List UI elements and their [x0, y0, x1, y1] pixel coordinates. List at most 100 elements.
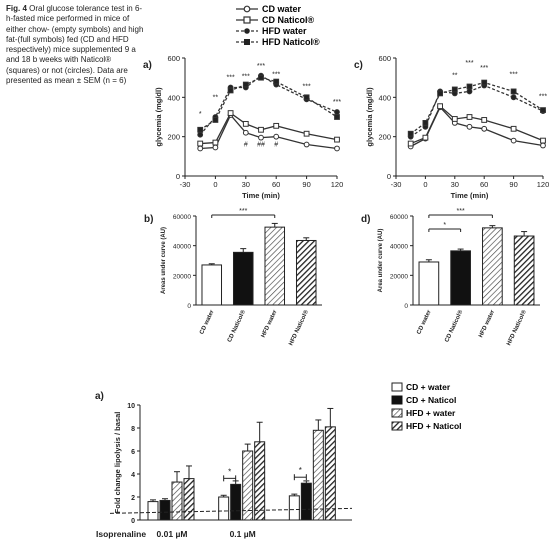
data-point	[481, 125, 488, 132]
data-point	[212, 117, 219, 123]
data-point	[334, 136, 340, 143]
data-point	[540, 142, 546, 149]
significance-label: ***	[465, 60, 473, 67]
data-point	[334, 145, 340, 152]
significance-label: ***	[510, 72, 518, 79]
x-tick-label: 60	[480, 180, 488, 189]
panel-letter: a)	[143, 60, 152, 71]
y-axis-label: Area under curve (AU)	[378, 229, 384, 293]
significance-label: *	[199, 111, 202, 118]
group-label: 0.01 µM	[157, 529, 188, 539]
x-tick-label: 90	[302, 180, 310, 189]
y-tick-label: 0	[404, 303, 408, 310]
data-point	[466, 88, 473, 95]
data-point	[422, 134, 429, 141]
bar	[254, 441, 266, 521]
significance-label: #	[244, 142, 248, 149]
significance-label: *	[299, 466, 302, 475]
y-tick-label: 600	[378, 54, 391, 63]
bar	[218, 496, 230, 521]
legend-item-hfd-water: HFD water	[236, 26, 307, 36]
y-tick-label: 200	[167, 133, 180, 142]
significance-label: #	[274, 142, 278, 149]
category-label: CD Naticol®	[226, 308, 247, 343]
category-label: HFD Naticol®	[505, 308, 528, 346]
legend-item-hfd-naticol-bar: HFD + Naticol	[391, 421, 462, 431]
significance-label: ***	[539, 93, 547, 100]
bar	[312, 429, 324, 521]
y-tick-label: 600	[167, 54, 180, 63]
data-point	[407, 140, 414, 147]
data-point	[334, 109, 340, 115]
data-point	[407, 130, 414, 137]
legend-label: HFD Naticol®	[262, 37, 320, 47]
data-point	[258, 74, 264, 81]
significance-label: ***	[333, 99, 341, 106]
chart-panel-a-bottom: 0 2 4 6 8 10 Fold change lipolysis / basal a) Is…	[95, 391, 353, 539]
series-line	[410, 84, 544, 138]
data-point	[510, 125, 517, 132]
data-point	[197, 126, 204, 133]
x-tick-label: 0	[213, 180, 217, 189]
y-tick-label: 40000	[390, 244, 408, 251]
data-point	[540, 107, 546, 114]
x-tick-label: 60	[272, 180, 280, 189]
y-tick-label: 400	[167, 93, 180, 102]
chart-panel-b: 0 20000 40000 60000 Areas under curve (AU) b)…	[144, 208, 322, 347]
legend-item-cd-naticol: CD Naticol®	[236, 15, 315, 25]
significance-label: *	[228, 467, 231, 476]
legend-label: HFD + water	[406, 408, 456, 418]
group-label: 0.1 µM	[230, 529, 256, 539]
data-point	[510, 94, 517, 101]
panel-letter: d)	[361, 214, 370, 225]
significance-label: ***	[227, 75, 235, 82]
series-line	[199, 74, 338, 136]
bar	[295, 239, 317, 306]
significance-label: **	[213, 94, 219, 101]
significance-label: ***	[480, 65, 488, 72]
data-point	[481, 79, 488, 86]
category-label: CD Naticol®	[443, 308, 464, 343]
reference-line	[109, 507, 353, 514]
legend-label: HFD water	[262, 26, 307, 36]
bar	[159, 499, 171, 521]
data-point	[242, 81, 249, 88]
significance-label: **	[452, 73, 458, 80]
x-tick-label: 120	[537, 180, 550, 189]
legend-item-cd-water: CD water	[236, 4, 302, 14]
bar	[147, 501, 159, 521]
y-tick-label: 60000	[390, 214, 408, 221]
significance-label: *	[443, 222, 446, 229]
significance-label: ***	[272, 72, 280, 79]
legend-label: CD + Naticol	[406, 395, 456, 405]
x-tick-label: 90	[509, 180, 517, 189]
y-tick-label: 0	[131, 518, 135, 525]
y-tick-label: 200	[378, 133, 391, 142]
bar	[171, 481, 183, 521]
bar	[418, 261, 440, 306]
caption-text: Oral glucose tolerance test in 6-h-faste…	[6, 4, 144, 86]
bar	[264, 226, 286, 306]
data-point	[466, 114, 473, 120]
bar	[513, 235, 535, 306]
y-tick-label: 4	[131, 472, 135, 479]
series-line	[200, 112, 338, 145]
data-point	[437, 90, 444, 97]
x-tick-label: -30	[180, 180, 191, 189]
y-tick-label: 20000	[173, 273, 191, 280]
data-point	[197, 140, 204, 147]
category-label: CD water	[199, 309, 216, 336]
data-point	[422, 120, 429, 126]
bar	[300, 482, 312, 521]
series-line	[410, 81, 544, 135]
category-label: HFD water	[261, 309, 279, 339]
data-point	[273, 78, 280, 85]
panel-letter: a)	[95, 391, 104, 402]
x-tick-label: 30	[451, 180, 459, 189]
legend-item-cd-water-bar: CD + water	[391, 382, 451, 392]
y-tick-label: 40000	[173, 244, 191, 251]
x-axis-label: Time (min)	[451, 191, 489, 200]
x-tick-label: -30	[391, 180, 402, 189]
